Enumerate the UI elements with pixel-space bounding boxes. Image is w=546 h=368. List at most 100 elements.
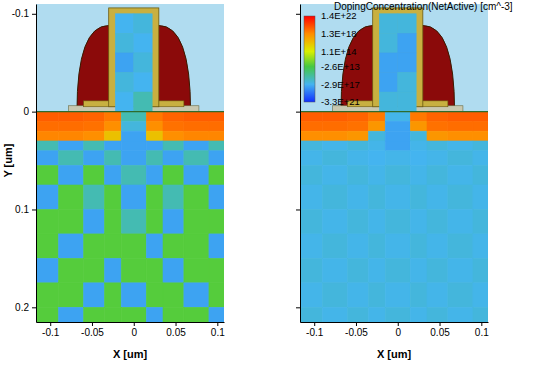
doping-cell	[121, 209, 146, 233]
y-tick: 0.1	[15, 204, 36, 215]
doping-cell	[84, 258, 105, 282]
doping-cell	[184, 121, 209, 131]
doping-cell	[323, 141, 348, 151]
doping-cell	[59, 165, 84, 185]
doping-cell	[427, 307, 448, 322]
doping-cell	[121, 283, 146, 307]
doping-cell	[84, 112, 105, 122]
y-tick	[296, 209, 300, 210]
gate-doping-cell	[398, 33, 416, 53]
doping-cell	[163, 141, 184, 151]
doping-cell	[163, 151, 184, 166]
doping-cell	[369, 131, 386, 141]
y-tick-label: -0.1	[12, 8, 30, 19]
doping-cell	[184, 209, 209, 233]
doping-cell	[84, 283, 105, 307]
doping-cell	[209, 258, 224, 282]
doping-cell	[369, 151, 386, 166]
doping-cell	[146, 258, 163, 282]
doping-cell	[300, 141, 323, 151]
doping-cell	[323, 185, 348, 209]
oxide-region	[300, 4, 488, 112]
doping-cell	[121, 112, 146, 122]
doping-cell	[448, 141, 473, 151]
doping-cell	[105, 283, 122, 307]
doping-cell	[163, 283, 184, 307]
doping-cell	[146, 283, 163, 307]
y-tick-mark	[32, 307, 36, 308]
doping-cell	[146, 234, 163, 258]
doping-cell	[427, 141, 448, 151]
y-tick: 0	[23, 106, 36, 117]
x-tick-mark	[356, 322, 357, 326]
doping-cell	[59, 185, 84, 209]
x-tick-mark	[217, 322, 218, 326]
doping-cell	[448, 131, 473, 141]
doping-cell	[348, 307, 369, 322]
doping-cell	[448, 258, 473, 282]
doping-cell	[410, 141, 427, 151]
doping-cell	[84, 165, 105, 185]
colorbar-title: DopingConcentration(NetActive) [cm^-3]	[334, 1, 513, 12]
doping-cell	[84, 151, 105, 166]
colorbar-label: 1.1E+14	[321, 46, 357, 57]
doping-cell	[348, 165, 369, 185]
doping-cell	[410, 131, 427, 141]
x-tick-mark	[176, 322, 177, 326]
doping-cell	[59, 258, 84, 282]
doping-cell	[473, 185, 488, 209]
doping-cell	[105, 141, 122, 151]
doping-cell	[184, 185, 209, 209]
doping-cell	[163, 131, 184, 141]
gate-doping-cell	[134, 53, 152, 73]
gate-doping-cell	[115, 53, 133, 73]
doping-cell	[300, 258, 323, 282]
doping-cell	[146, 141, 163, 151]
doping-cell	[427, 165, 448, 185]
gate-doping-cell	[398, 53, 416, 73]
doping-cell	[385, 121, 410, 131]
doping-cell	[121, 151, 146, 166]
doping-cell	[36, 185, 59, 209]
chart-root: -0.1-0.0500.050.1-0.100.10.2X [um]Y [um]…	[0, 0, 546, 368]
doping-cell	[184, 258, 209, 282]
doping-cell	[105, 209, 122, 233]
y-tick-mark	[296, 307, 300, 308]
doping-cell	[59, 307, 84, 322]
doping-cell	[209, 141, 224, 151]
doping-cell	[473, 165, 488, 185]
x-tick: 0.05	[166, 322, 186, 338]
doping-cell	[323, 121, 348, 131]
doping-cell	[84, 209, 105, 233]
x-tick-mark	[134, 322, 135, 326]
doping-cell	[323, 209, 348, 233]
doping-cell	[448, 209, 473, 233]
x-tick: -0.1	[306, 322, 324, 338]
doping-cell	[184, 307, 209, 322]
y-axis-title: Y [um]	[2, 143, 14, 177]
doping-cell	[427, 131, 448, 141]
gate-doping-cell	[379, 14, 397, 34]
doping-cell	[369, 283, 386, 307]
doping-cell	[300, 209, 323, 233]
doping-cell	[385, 209, 410, 233]
doping-cell	[369, 121, 386, 131]
x-axis-line	[301, 322, 489, 323]
doping-cell	[105, 165, 122, 185]
doping-cell	[209, 112, 224, 122]
x-tick-label: 0.1	[211, 327, 225, 338]
doping-cell	[36, 112, 59, 122]
doping-cell	[84, 121, 105, 131]
y-tick: 0.2	[15, 302, 36, 313]
doping-cell	[300, 121, 323, 131]
y-tick-label: 0	[23, 106, 29, 117]
doping-cell	[410, 258, 427, 282]
doping-cell	[348, 131, 369, 141]
doping-cell	[369, 185, 386, 209]
x-axis-line	[37, 322, 225, 323]
doping-cell	[209, 121, 224, 131]
gate-doping-cell	[134, 14, 152, 34]
doping-cell	[385, 141, 410, 151]
doping-cell	[427, 258, 448, 282]
doping-cell	[473, 307, 488, 322]
